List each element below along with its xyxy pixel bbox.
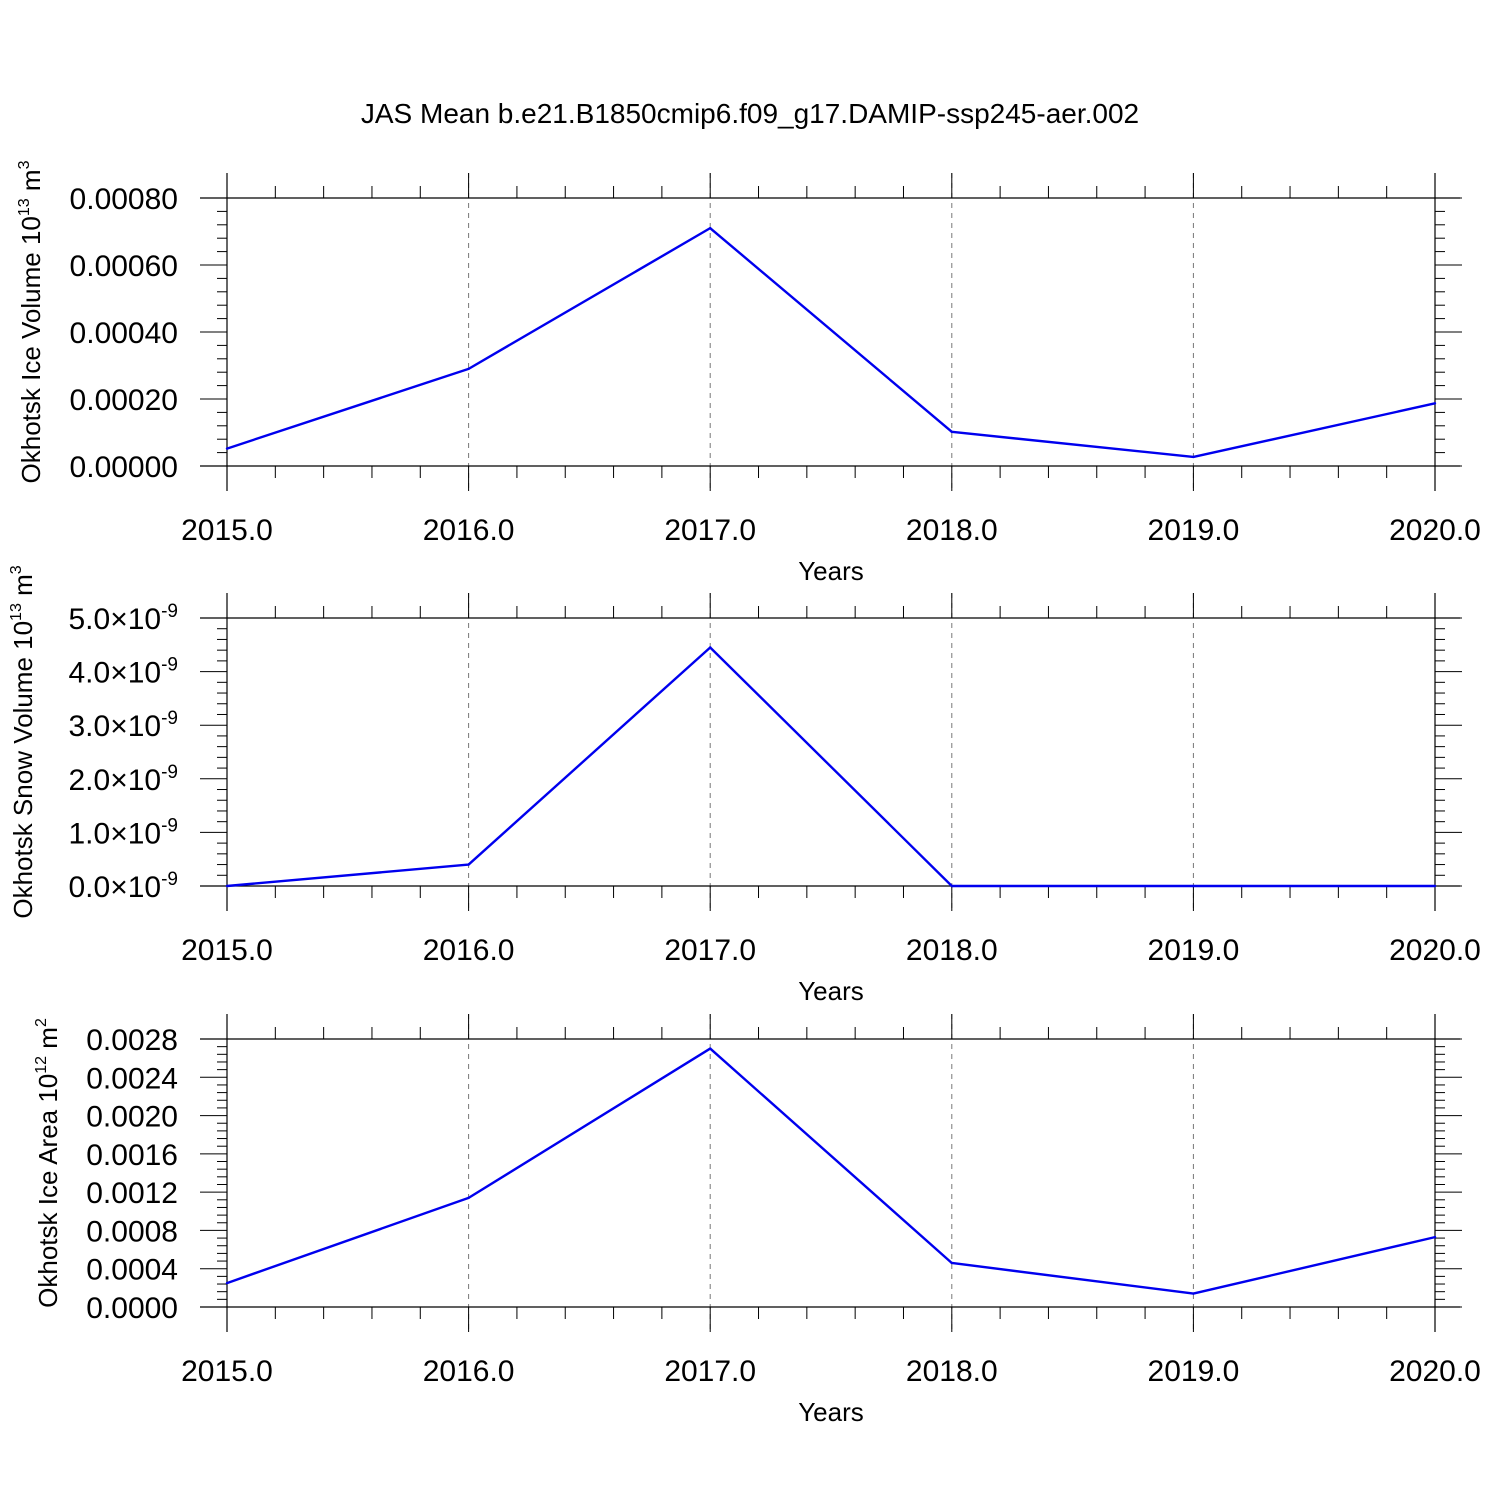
data-point	[709, 646, 712, 649]
y-tick-label: 0.0020	[86, 1101, 178, 1134]
data-point	[1433, 402, 1437, 405]
panel-3: 2015.0 2016.0 2017.0 2018.0 2019.0 2020.0 0.00…	[33, 1014, 1481, 1427]
x-tick-label: 2020.0	[1389, 514, 1481, 547]
x-tick-label: 2018.0	[906, 514, 998, 547]
x-axis-label: Years	[798, 1397, 864, 1427]
y-tick-label: 3.0×10-9	[68, 708, 178, 743]
y-tick-label: 4.0×10-9	[68, 655, 178, 690]
y-tick-label: 0.00020	[70, 384, 178, 417]
data-point	[950, 1261, 953, 1265]
panel-1: 2015.0 2016.0 2017.0 2018.0 2019.0 2020.0 0.00…	[16, 160, 1481, 586]
data-point	[467, 367, 470, 371]
x-tick-label: 2019.0	[1148, 514, 1240, 547]
y-tick-label: 0.0004	[86, 1254, 178, 1287]
data-point	[1192, 455, 1195, 459]
y-tick-label: 5.0×10-9	[68, 601, 178, 636]
panel-2: 2015.0 2016.0 2017.0 2018.0 2019.0 2020.0 0.0×…	[8, 565, 1481, 1006]
series-line	[226, 646, 1435, 888]
x-axis-label: Years	[798, 976, 864, 1006]
x-tick-label: 2018.0	[906, 934, 998, 967]
x-tick-label: 2019.0	[1148, 934, 1240, 967]
y-axis-label: Okhotsk Ice Volume 1013 m3	[16, 160, 46, 483]
data-point	[950, 430, 953, 434]
x-tick-label: 2017.0	[664, 514, 756, 547]
y-tick-label: 0.0012	[86, 1177, 178, 1210]
x-tick-label: 2016.0	[423, 934, 515, 967]
y-tick-label: 0.0028	[86, 1024, 178, 1057]
series-line	[226, 1047, 1436, 1295]
data-point	[467, 1196, 470, 1200]
data-point	[950, 884, 953, 888]
data-point	[467, 863, 470, 866]
data-point	[225, 1281, 229, 1285]
x-tick-label: 2019.0	[1148, 1355, 1240, 1388]
x-tick-label: 2017.0	[664, 1355, 756, 1388]
y-tick-label: 1.0×10-9	[68, 815, 178, 850]
y-tick-label: 0.00060	[70, 250, 178, 283]
chart-title: JAS Mean b.e21.B1850cmip6.f09_g17.DAMIP-…	[361, 98, 1139, 129]
y-tick-label: 0.0×10-9	[68, 869, 178, 904]
y-tick-label: 2.0×10-9	[68, 762, 178, 797]
y-axis-label: Okhotsk Snow Volume 1013 m3	[8, 565, 38, 918]
x-tick-label: 2015.0	[181, 514, 273, 547]
x-tick-label: 2016.0	[423, 514, 515, 547]
y-axis-label: Okhotsk Ice Area 1012 m2	[33, 1018, 63, 1308]
y-tick-label: 0.00080	[70, 183, 178, 216]
y-tick-label: 0.00000	[70, 451, 178, 484]
x-axis-label: Years	[798, 556, 864, 586]
x-tick-label: 2018.0	[906, 1355, 998, 1388]
y-tick-label: 0.0008	[86, 1215, 178, 1248]
y-tick-label: 0.0024	[86, 1062, 178, 1095]
data-point	[709, 226, 712, 230]
y-tick-label: 0.00040	[70, 317, 178, 350]
x-tick-label: 2016.0	[423, 1355, 515, 1388]
data-point	[225, 884, 229, 888]
data-point	[709, 1047, 712, 1050]
data-point	[1192, 884, 1195, 888]
x-tick-label: 2015.0	[181, 934, 273, 967]
x-tick-label: 2020.0	[1389, 934, 1481, 967]
y-tick-label: 0.0000	[86, 1292, 178, 1325]
series-line	[226, 226, 1436, 459]
data-point	[1433, 884, 1437, 888]
data-point	[225, 447, 229, 450]
x-tick-label: 2017.0	[664, 934, 756, 967]
y-tick-label: 0.0016	[86, 1139, 178, 1172]
data-point	[1192, 1292, 1195, 1295]
x-tick-label: 2020.0	[1389, 1355, 1481, 1388]
data-point	[1433, 1235, 1437, 1239]
x-tick-label: 2015.0	[181, 1355, 273, 1388]
